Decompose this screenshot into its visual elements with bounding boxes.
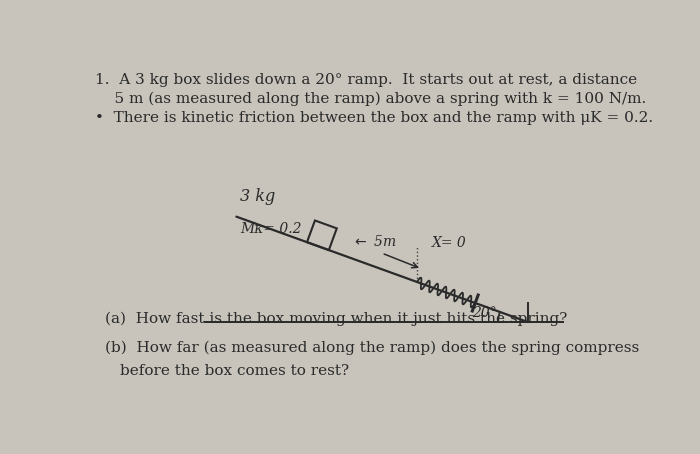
Text: 3 kg: 3 kg xyxy=(240,188,276,205)
Text: before the box comes to rest?: before the box comes to rest? xyxy=(120,364,349,378)
Text: (a)  How fast is the box moving when it just hits the spring?: (a) How fast is the box moving when it j… xyxy=(104,311,567,326)
Text: 5 m (as measured along the ramp) above a spring with k = 100 N/m.: 5 m (as measured along the ramp) above a… xyxy=(95,92,647,106)
Text: Mκ= 0.2: Mκ= 0.2 xyxy=(240,222,302,236)
Text: X= 0: X= 0 xyxy=(432,236,467,250)
Text: (b)  How far (as measured along the ramp) does the spring compress: (b) How far (as measured along the ramp)… xyxy=(104,341,639,355)
Text: $\leftarrow$ 5m: $\leftarrow$ 5m xyxy=(351,234,396,249)
Text: 1.  A 3 kg box slides down a 20° ramp.  It starts out at rest, a distance: 1. A 3 kg box slides down a 20° ramp. It… xyxy=(95,73,638,87)
Text: •  There is kinetic friction between the box and the ramp with μK = 0.2.: • There is kinetic friction between the … xyxy=(95,111,653,125)
Text: 20°: 20° xyxy=(472,306,496,321)
